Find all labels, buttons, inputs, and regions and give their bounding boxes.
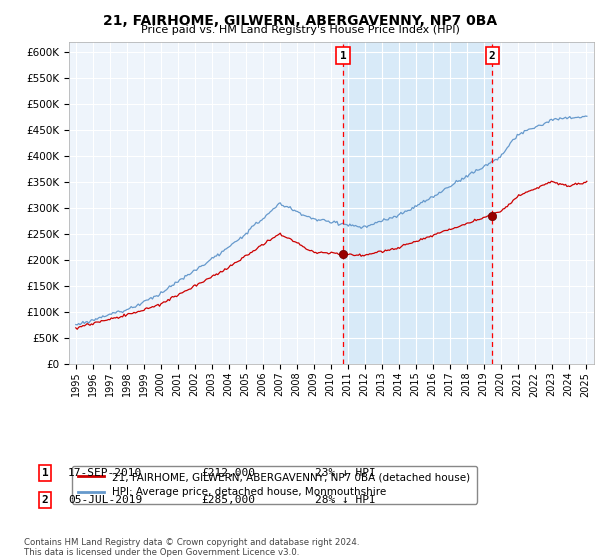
Text: 05-JUL-2019: 05-JUL-2019 — [68, 495, 142, 505]
Text: £212,000: £212,000 — [201, 468, 255, 478]
Bar — [343, 42, 492, 364]
Text: 23% ↓ HPI: 23% ↓ HPI — [314, 468, 376, 478]
Text: 1: 1 — [340, 50, 346, 60]
Text: 21, FAIRHOME, GILWERN, ABERGAVENNY, NP7 0BA: 21, FAIRHOME, GILWERN, ABERGAVENNY, NP7 … — [103, 14, 497, 28]
Text: Price paid vs. HM Land Registry's House Price Index (HPI): Price paid vs. HM Land Registry's House … — [140, 25, 460, 35]
Text: 28% ↓ HPI: 28% ↓ HPI — [314, 495, 376, 505]
Text: Contains HM Land Registry data © Crown copyright and database right 2024.
This d: Contains HM Land Registry data © Crown c… — [24, 538, 359, 557]
Text: 17-SEP-2010: 17-SEP-2010 — [68, 468, 142, 478]
Legend: 21, FAIRHOME, GILWERN, ABERGAVENNY, NP7 0BA (detached house), HPI: Average price: 21, FAIRHOME, GILWERN, ABERGAVENNY, NP7 … — [71, 466, 476, 503]
Text: 1: 1 — [41, 468, 49, 478]
Text: 2: 2 — [489, 50, 496, 60]
Text: 2: 2 — [41, 495, 49, 505]
Text: £285,000: £285,000 — [201, 495, 255, 505]
